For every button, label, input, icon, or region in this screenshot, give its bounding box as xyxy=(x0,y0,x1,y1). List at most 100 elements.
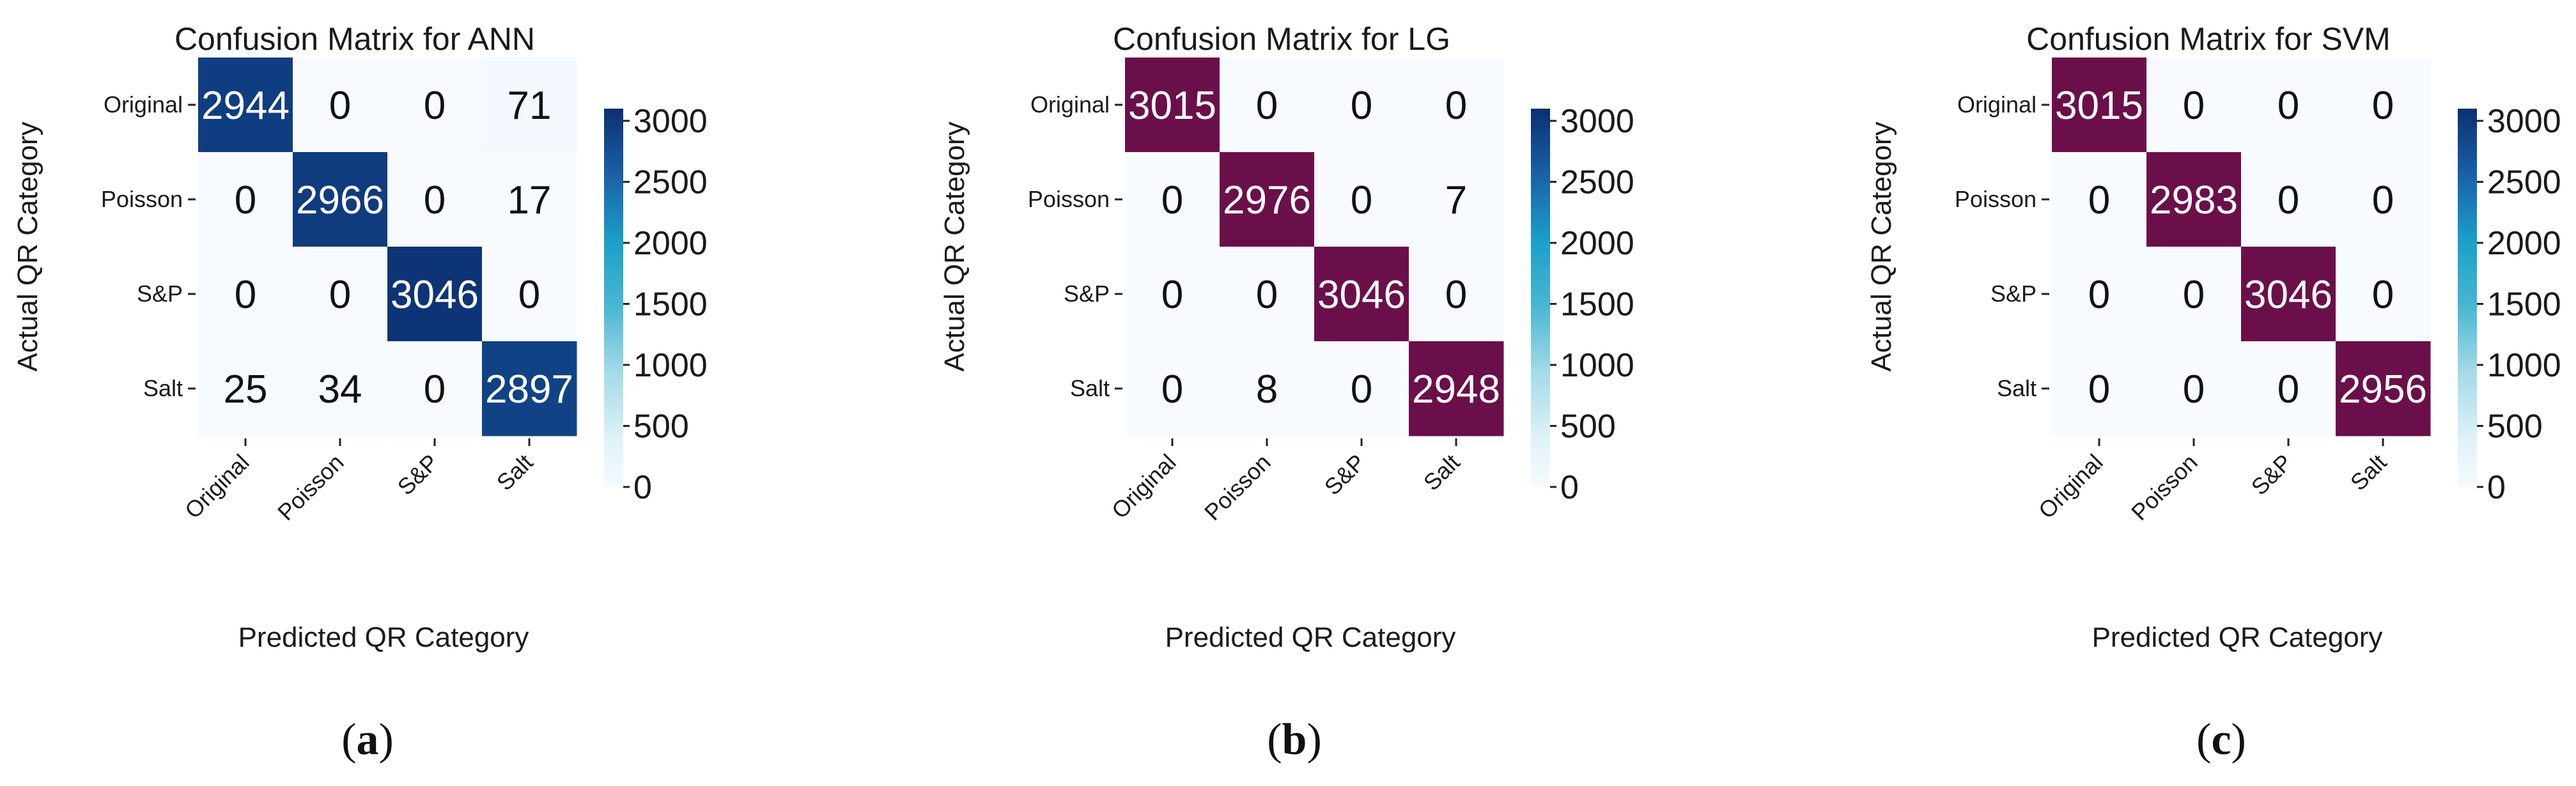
heatmap-cell xyxy=(387,152,483,247)
heatmap-cell xyxy=(1220,152,1315,247)
cell-value-label: 0 xyxy=(2183,84,2205,128)
heatmap-cell xyxy=(1409,247,1504,342)
confusion-matrix-panel-3: Confusion Matrix for SVM 3015 0 0 0 0 2983 0 0 0 0… xyxy=(1866,21,2561,764)
cell-value-label: 25 xyxy=(224,367,268,412)
panel-label: (a) xyxy=(341,715,394,764)
heatmap-cell xyxy=(1125,247,1220,342)
confusion-matrix-panel-1: Confusion Matrix for ANN 2944 0 0 71 0 2966 0 17… xyxy=(12,21,708,764)
cell-value-label: 0 xyxy=(2372,273,2394,317)
colorbar-tick-label: 3000 xyxy=(1560,103,1634,140)
heatmap-cell xyxy=(2052,341,2147,436)
heatmap-cell xyxy=(482,152,577,247)
cell-value-label: 2948 xyxy=(1412,367,1500,412)
cell-value-label: 0 xyxy=(1351,84,1372,128)
colorbar-tick-label: 2500 xyxy=(2487,164,2561,201)
heatmap-cell xyxy=(293,58,388,153)
y-tick-label: Poisson xyxy=(1028,186,1110,212)
cell-value-label: 0 xyxy=(1351,178,1372,222)
cell-value-label: 0 xyxy=(1351,367,1372,412)
heatmap-cell xyxy=(198,247,293,342)
panel-label-close-paren: ) xyxy=(1307,715,1321,764)
colorbar-tick-label: 1500 xyxy=(633,286,708,323)
y-tick-label: S&P xyxy=(1064,281,1110,307)
x-tick-label: Original xyxy=(180,449,254,524)
y-tick-label: Poisson xyxy=(1955,186,2037,212)
cell-value-label: 0 xyxy=(2088,367,2110,412)
heatmap-cell xyxy=(2336,152,2431,247)
y-axis-label: Actual QR Category xyxy=(1866,121,1897,371)
y-tick-label: S&P xyxy=(137,281,183,307)
heatmap-cell xyxy=(1314,58,1409,153)
x-tick-label: Original xyxy=(1106,449,1181,524)
heatmap-cell xyxy=(2241,58,2336,153)
heatmap-cell xyxy=(198,152,293,247)
panel-label: (c) xyxy=(2196,715,2246,764)
panel-label-open-paren: ( xyxy=(2196,715,2211,764)
heatmap-cell xyxy=(2052,58,2147,153)
colorbar-tick-label: 1000 xyxy=(2487,347,2561,384)
cell-value-label: 3046 xyxy=(391,273,479,317)
colorbar xyxy=(2458,109,2477,487)
chart-title: Confusion Matrix for LG xyxy=(1113,21,1450,57)
y-axis-label: Actual QR Category xyxy=(12,121,43,371)
heatmap-cell xyxy=(1125,152,1220,247)
cell-value-label: 0 xyxy=(2088,178,2110,222)
cell-value-label: 2944 xyxy=(201,84,290,128)
cell-value-label: 2983 xyxy=(2150,178,2238,222)
cell-value-label: 2966 xyxy=(296,178,384,222)
y-tick-label: Original xyxy=(1030,91,1110,118)
cell-value-label: 3015 xyxy=(2055,84,2143,128)
heatmap-cell xyxy=(2241,152,2336,247)
heatmap-cell xyxy=(198,58,293,153)
x-tick-label: Poisson xyxy=(2126,449,2203,526)
cell-value-label: 0 xyxy=(1445,273,1467,317)
cell-value-label: 71 xyxy=(508,84,552,128)
colorbar xyxy=(1531,109,1550,487)
heatmap-cell xyxy=(482,341,577,436)
colorbar-tick-label: 3000 xyxy=(633,103,708,140)
heatmap-cell xyxy=(1125,341,1220,436)
panel-label: (b) xyxy=(1267,715,1322,764)
cell-value-label: 0 xyxy=(424,178,446,222)
heatmap-cell xyxy=(2336,341,2431,436)
cell-value-label: 0 xyxy=(329,84,351,128)
panel-label-open-paren: ( xyxy=(1267,715,1282,764)
heatmap-cell xyxy=(2146,58,2242,153)
heatmap-cell xyxy=(2146,152,2242,247)
x-axis-label: Predicted QR Category xyxy=(2092,622,2383,653)
cell-value-label: 3015 xyxy=(1128,84,1216,128)
x-axis-label: Predicted QR Category xyxy=(1165,622,1456,653)
cell-value-label: 0 xyxy=(2088,273,2110,317)
chart-title: Confusion Matrix for ANN xyxy=(175,21,535,57)
colorbar-tick-label: 1000 xyxy=(1560,347,1634,384)
colorbar-tick-label: 2000 xyxy=(2487,225,2561,262)
heatmap-cell xyxy=(2336,247,2431,342)
panel-label-close-paren: ) xyxy=(2231,715,2246,764)
cell-value-label: 0 xyxy=(2183,273,2205,317)
y-tick-label: Poisson xyxy=(101,186,183,212)
colorbar-tick-label: 2500 xyxy=(633,164,708,201)
heatmap-cell xyxy=(2052,247,2147,342)
cell-value-label: 3046 xyxy=(2244,273,2332,317)
colorbar-tick-label: 1500 xyxy=(2487,286,2561,323)
colorbar xyxy=(604,109,623,487)
cell-value-label: 0 xyxy=(2277,178,2299,222)
cell-value-label: 0 xyxy=(424,367,446,412)
heatmap-cell xyxy=(1409,341,1504,436)
cell-value-label: 2976 xyxy=(1223,178,1311,222)
cell-value-label: 0 xyxy=(1256,84,1278,128)
heatmap-cell xyxy=(1409,152,1504,247)
heatmap-cell xyxy=(2052,152,2147,247)
colorbar-tick-label: 0 xyxy=(2487,469,2506,506)
colorbar-tick-label: 500 xyxy=(2487,408,2543,445)
x-tick-label: Poisson xyxy=(1199,449,1276,526)
heatmap-cell xyxy=(1220,58,1315,153)
y-tick-label: Original xyxy=(1957,91,2037,118)
colorbar-tick-label: 500 xyxy=(1560,408,1616,445)
heatmap-cell xyxy=(1314,152,1409,247)
y-tick-label: Salt xyxy=(1997,375,2037,401)
x-tick-label: Salt xyxy=(1418,449,1465,496)
panel-label-close-paren: ) xyxy=(379,715,394,764)
heatmap-cell xyxy=(1220,247,1315,342)
